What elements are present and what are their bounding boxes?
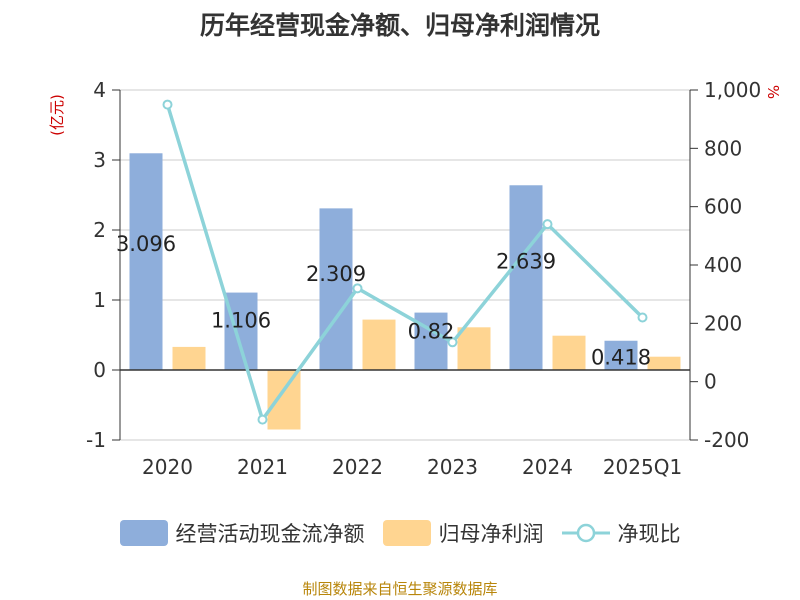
ratio-point (447, 337, 458, 348)
ratio-point (162, 99, 173, 110)
data-label-cashflow: 0.418 (591, 346, 651, 370)
data-label-cashflow: 1.106 (211, 308, 271, 332)
source-note: 制图数据来自恒生聚源数据库 (302, 580, 498, 598)
bar-net-profit (362, 319, 396, 370)
x-axis-tick-label: 2022 (332, 455, 383, 479)
bar-net-profit (457, 327, 491, 370)
bar-cashflow (129, 153, 163, 370)
legend-item-cashflow[interactable]: 经营活动现金流净额 (119, 518, 365, 548)
left-axis-tick-label: 0 (93, 358, 106, 382)
data-label-cashflow: 2.309 (306, 262, 366, 286)
bar-cashflow (509, 185, 543, 370)
bar-cashflow (604, 340, 638, 370)
data-label-cashflow: 3.096 (116, 232, 176, 256)
x-axis-tick-label: 2021 (237, 455, 288, 479)
data-label-cashflow: 2.639 (496, 249, 556, 273)
ratio-point (257, 414, 268, 425)
left-axis-unit-label: (亿元) (48, 94, 66, 136)
legend-label-net-profit: 归母净利润 (438, 522, 544, 546)
x-axis-tick-label: 2020 (142, 455, 193, 479)
bar-net-profit (552, 335, 586, 370)
left-axis-tick-label: -1 (86, 428, 106, 452)
right-axis-tick-label: 800 (704, 136, 742, 160)
chart-title: 历年经营现金净额、归母净利润情况 (199, 11, 600, 40)
legend-label-cashflow: 经营活动现金流净额 (175, 522, 365, 546)
right-axis-tick-label: 400 (704, 253, 742, 277)
bar-net-profit (267, 370, 301, 430)
legend-swatch-net-profit (382, 520, 431, 546)
bar-cashflow (224, 292, 258, 370)
right-axis-unit-label: % (764, 85, 782, 99)
bar-cashflow (319, 208, 353, 370)
left-axis-tick-label: 4 (93, 78, 106, 102)
legend-item-net-profit[interactable]: 归母净利润 (382, 518, 544, 548)
x-axis-tick-label: 2023 (427, 455, 478, 479)
left-axis-tick-label: 2 (93, 218, 106, 242)
legend: 经营活动现金流净额 归母净利润 净现比 (0, 518, 800, 548)
left-axis-tick-label: 3 (93, 148, 106, 172)
ratio-point (352, 283, 363, 294)
ratio-point (542, 219, 553, 230)
right-axis-tick-label: -200 (704, 428, 749, 452)
right-axis-tick-label: 600 (704, 195, 742, 219)
bar-net-profit (647, 356, 681, 370)
ratio-point (637, 312, 648, 323)
right-axis-tick-label: 200 (704, 311, 742, 335)
right-axis-tick-label: 1,000 (704, 78, 761, 102)
data-label-cashflow: 0.82 (408, 319, 455, 343)
legend-line-ratio-icon (561, 523, 610, 543)
left-axis-tick-label: 1 (93, 288, 106, 312)
legend-label-ratio: 净现比 (617, 522, 681, 546)
right-axis-tick-label: 0 (704, 370, 717, 394)
x-axis-tick-label: 2025Q1 (603, 455, 682, 479)
series-line-ratio (165, 104, 644, 424)
legend-item-ratio[interactable]: 净现比 (561, 518, 681, 548)
bar-net-profit (172, 346, 206, 370)
legend-swatch-cashflow (119, 520, 168, 546)
x-axis-tick-label: 2024 (522, 455, 573, 479)
